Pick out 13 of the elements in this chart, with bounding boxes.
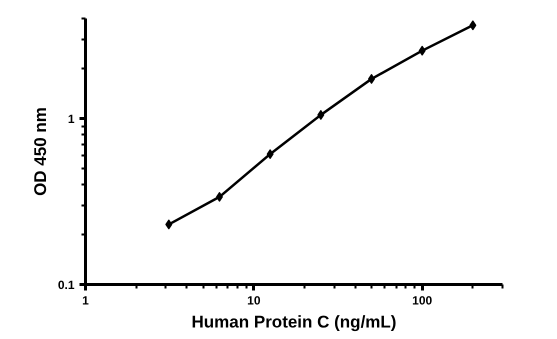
point bbox=[317, 110, 324, 120]
x-tick-label: 1 bbox=[82, 294, 90, 308]
point bbox=[469, 20, 476, 30]
point bbox=[165, 219, 172, 230]
point bbox=[266, 149, 274, 160]
point bbox=[368, 74, 376, 84]
x-axis-title: Human Protein C (ng/mL) bbox=[192, 312, 396, 332]
y-axis-title: OD 450 nm bbox=[30, 107, 50, 196]
y-tick-label: 0.1 bbox=[58, 278, 75, 292]
point bbox=[418, 46, 426, 56]
x-tick-label: 100 bbox=[412, 294, 433, 308]
x-tick-label: 10 bbox=[247, 294, 261, 308]
point bbox=[216, 192, 223, 202]
